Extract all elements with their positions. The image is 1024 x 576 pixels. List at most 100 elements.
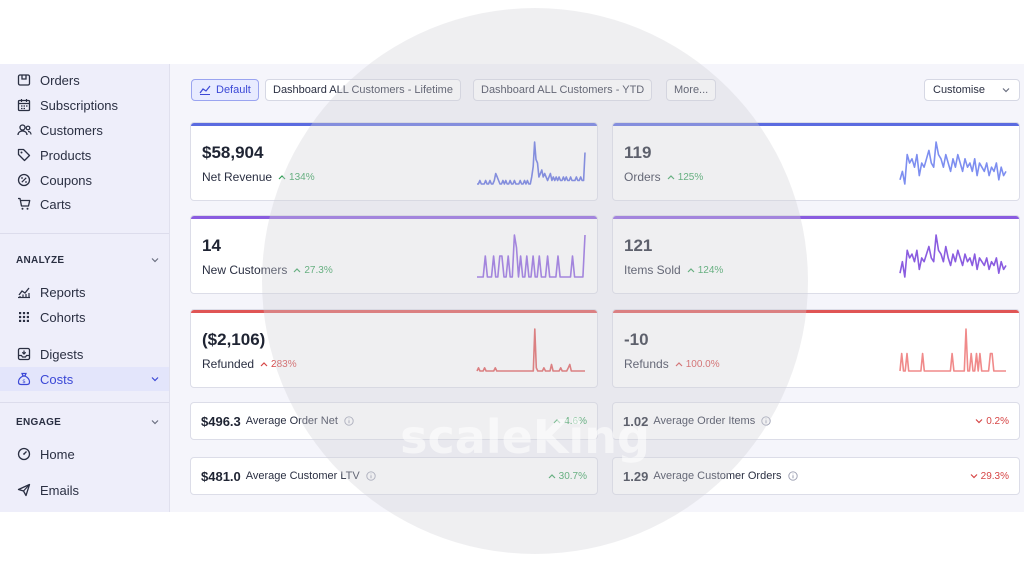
info-icon[interactable] bbox=[344, 416, 354, 426]
tab-more[interactable]: More... bbox=[666, 79, 717, 101]
arrow-up-icon bbox=[667, 175, 675, 180]
section-engage[interactable]: ENGAGE bbox=[16, 412, 160, 432]
refunded-card[interactable]: ($2,106) Refunded 283% bbox=[190, 309, 598, 388]
customise-select[interactable]: Customise bbox=[924, 79, 1020, 101]
section-title: ANALYZE bbox=[16, 254, 65, 266]
card-label: New Customers bbox=[202, 263, 288, 277]
main-content: Default Dashboard ALL Customers - Lifeti… bbox=[171, 64, 1024, 512]
mini-delta: 0.2% bbox=[975, 416, 1009, 427]
arrow-up-icon bbox=[260, 362, 268, 367]
sidebar-item-orders[interactable]: Orders bbox=[0, 68, 169, 92]
card-label-row: New Customers 27.3% bbox=[202, 263, 333, 277]
chart-icon bbox=[199, 85, 211, 95]
tab-label: Dashboard ALL Customers - Lifetime bbox=[273, 84, 453, 96]
card-delta-value: 134% bbox=[289, 171, 315, 183]
sidebar-item-carts[interactable]: Carts bbox=[0, 192, 169, 216]
mini-delta: 30.7% bbox=[548, 471, 587, 482]
tab-default[interactable]: Default bbox=[191, 79, 259, 101]
chevron-down-icon bbox=[151, 377, 159, 382]
tab-dashboard-lifetime[interactable]: Dashboard ALL Customers - Lifetime bbox=[265, 79, 461, 101]
tab-dashboard-ytd[interactable]: Dashboard ALL Customers - YTD bbox=[473, 79, 653, 101]
card-delta: 283% bbox=[260, 359, 297, 370]
info-icon[interactable] bbox=[787, 471, 798, 481]
chevron-down-icon bbox=[151, 420, 159, 425]
mini-label: Average Customer LTV bbox=[245, 470, 360, 482]
card-value: 121 bbox=[624, 236, 653, 255]
mini-label-row: Average Customer Orders bbox=[653, 470, 798, 482]
card-accent-bar bbox=[613, 216, 1019, 219]
coupon-icon bbox=[16, 172, 32, 188]
card-delta-value: 100.0% bbox=[685, 358, 720, 370]
card-label: Refunds bbox=[624, 357, 669, 371]
sidebar-item-home[interactable]: Home bbox=[0, 442, 169, 466]
money-bag-icon: $ bbox=[16, 371, 32, 387]
card-label-row: Refunded 283% bbox=[202, 357, 297, 371]
sidebar-item-label: Orders bbox=[40, 72, 80, 88]
card-value: $58,904 bbox=[202, 143, 264, 162]
package-icon bbox=[16, 72, 32, 88]
card-value: ($2,106) bbox=[202, 330, 266, 349]
sidebar-item-label: Carts bbox=[40, 196, 72, 212]
card-label: Items Sold bbox=[624, 263, 681, 277]
chart-icon bbox=[16, 284, 32, 300]
sidebar-item-label: Products bbox=[40, 147, 92, 163]
sidebar-item-coupons[interactable]: Coupons bbox=[0, 168, 169, 192]
avg-order-net-card[interactable]: $496.3 Average Order Net 4.6% bbox=[190, 402, 598, 440]
sidebar-item-customers[interactable]: Customers bbox=[0, 118, 169, 142]
mini-delta-value: 0.2% bbox=[986, 415, 1009, 427]
orders-card[interactable]: 119 Orders 125% bbox=[612, 122, 1020, 201]
tab-label: Default bbox=[216, 84, 251, 96]
sidebar-divider bbox=[0, 233, 169, 234]
mini-value: $496.3 bbox=[201, 413, 241, 429]
card-delta-value: 125% bbox=[677, 171, 704, 183]
sidebar-item-label: Reports bbox=[40, 284, 86, 300]
mini-label: Average Order Net bbox=[245, 415, 338, 427]
sidebar-item-products[interactable]: Products bbox=[0, 143, 169, 167]
tab-label: More... bbox=[674, 84, 709, 96]
card-delta: 100.0% bbox=[675, 359, 720, 370]
card-delta: 27.3% bbox=[293, 265, 333, 276]
card-accent-bar bbox=[613, 123, 1019, 126]
sparkline-series bbox=[476, 328, 585, 372]
avg-customer-orders-card[interactable]: 1.29 Average Customer Orders 29.3% bbox=[612, 457, 1020, 495]
calendar-icon bbox=[16, 97, 32, 113]
info-icon[interactable] bbox=[366, 471, 376, 481]
card-delta: 124% bbox=[687, 265, 723, 276]
sidebar-item-reports[interactable]: Reports bbox=[0, 280, 169, 304]
tag-icon bbox=[16, 147, 32, 163]
chevron-down-icon bbox=[151, 258, 159, 263]
arrow-up-icon bbox=[687, 268, 695, 273]
users-icon bbox=[16, 122, 32, 138]
sidebar-item-label: Emails bbox=[40, 482, 80, 498]
card-accent-bar bbox=[191, 123, 597, 126]
mini-delta-value: 4.6% bbox=[564, 415, 587, 427]
app: Orders Subscriptions Customers Products … bbox=[0, 64, 1024, 512]
avg-order-items-card[interactable]: 1.02 Average Order Items 0.2% bbox=[612, 402, 1020, 440]
sidebar-item-digests[interactable]: Digests bbox=[0, 342, 169, 366]
sidebar-item-costs[interactable]: $ Costs bbox=[0, 367, 169, 391]
items-sold-card[interactable]: 121 Items Sold 124% bbox=[612, 215, 1020, 294]
sidebar-item-emails[interactable]: Emails bbox=[0, 478, 169, 502]
net-revenue-card[interactable]: $58,904 Net Revenue 134% bbox=[190, 122, 598, 201]
mini-label: Average Order Items bbox=[653, 415, 756, 427]
refunds-card[interactable]: -10 Refunds 100.0% bbox=[612, 309, 1020, 388]
info-icon[interactable] bbox=[761, 416, 771, 426]
sparkline-series bbox=[477, 234, 586, 278]
mini-label: Average Customer Orders bbox=[653, 470, 782, 482]
new-customers-card[interactable]: 14 New Customers 27.3% bbox=[190, 215, 598, 294]
sidebar-item-cohorts[interactable]: Cohorts bbox=[0, 305, 169, 329]
sparkline bbox=[899, 141, 1007, 185]
sidebar-item-subscriptions[interactable]: Subscriptions bbox=[0, 93, 169, 117]
arrow-down-icon bbox=[975, 419, 983, 424]
arrow-up-icon bbox=[675, 362, 683, 367]
avg-customer-ltv-card[interactable]: $481.0 Average Customer LTV 30.7% bbox=[190, 457, 598, 495]
card-delta: 134% bbox=[278, 172, 315, 183]
sparkline-series bbox=[899, 234, 1007, 278]
send-icon bbox=[16, 482, 32, 498]
sidebar-item-label: Home bbox=[40, 446, 75, 462]
mini-value: 1.29 bbox=[623, 468, 649, 484]
sparkline-series bbox=[899, 141, 1007, 185]
sparkline bbox=[477, 141, 586, 185]
section-analyze[interactable]: ANALYZE bbox=[16, 250, 160, 270]
card-label-row: Refunds 100.0% bbox=[624, 357, 720, 371]
